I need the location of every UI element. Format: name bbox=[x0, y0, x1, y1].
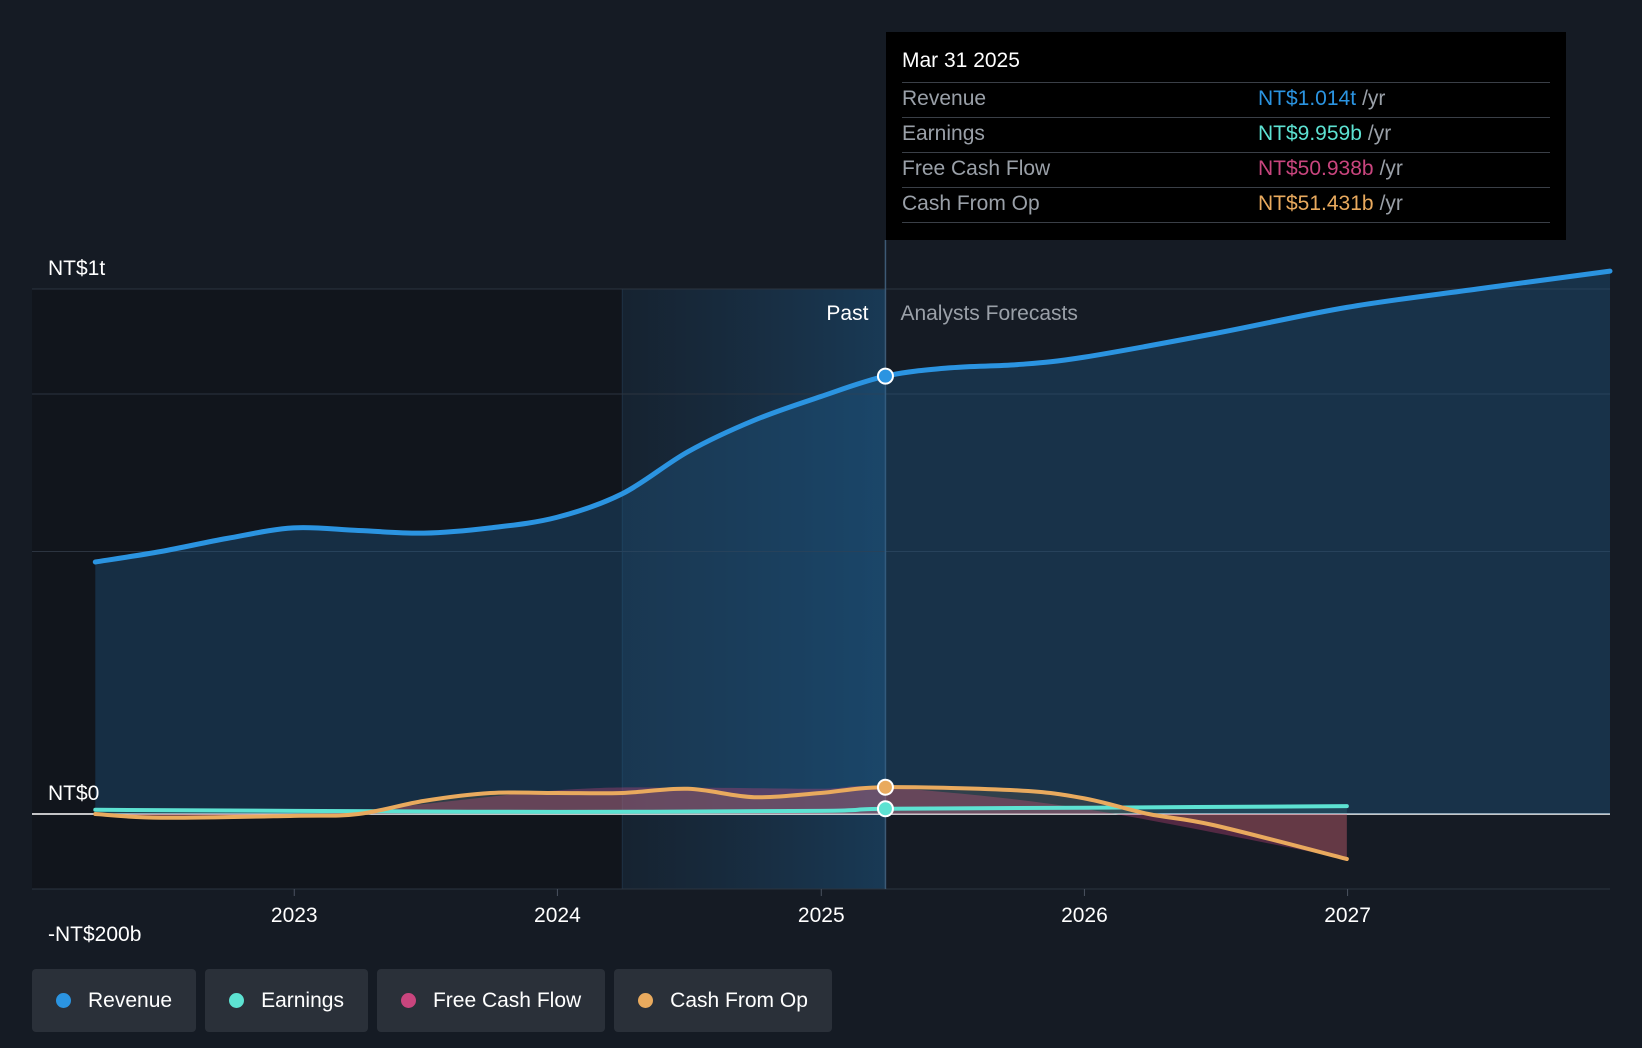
earnings-dot-icon bbox=[229, 993, 245, 1008]
x-tick-label: 2026 bbox=[1061, 904, 1108, 927]
tooltip-value: NT$1.014t bbox=[1258, 87, 1357, 110]
cash-from-op-marker bbox=[876, 778, 894, 796]
earnings-line bbox=[93, 804, 1349, 814]
x-tick-label: 2024 bbox=[534, 904, 581, 927]
free-cash-flow-area bbox=[95, 786, 1347, 859]
cash-from-op-line bbox=[93, 785, 1349, 861]
tooltip-label: Earnings bbox=[902, 122, 985, 145]
legend-item-revenue[interactable]: Revenue bbox=[32, 969, 197, 1032]
legend-item-free-cash-flow[interactable]: Free Cash Flow bbox=[376, 969, 606, 1032]
legend-item-earnings[interactable]: Earnings bbox=[205, 969, 368, 1032]
tooltip-row-earnings: Earnings NT$9.959b /yr bbox=[902, 117, 1550, 152]
past-label: Past bbox=[826, 302, 868, 325]
tooltip-row-free-cash-flow: Free Cash Flow NT$50.938b /yr bbox=[902, 152, 1550, 187]
tooltip: Mar 31 2025 Revenue NT$1.014t /yr Earnin… bbox=[886, 32, 1566, 240]
tooltip-row-revenue: Revenue NT$1.014t /yr bbox=[902, 82, 1550, 117]
x-tick-label: 2023 bbox=[271, 904, 318, 927]
tooltip-unit: /yr bbox=[1379, 192, 1403, 215]
legend-item-cash-from-op[interactable]: Cash From Op bbox=[614, 969, 832, 1032]
forecast-label: Analysts Forecasts bbox=[900, 302, 1077, 325]
tooltip-value: NT$50.938b bbox=[1258, 157, 1374, 180]
revenue-line bbox=[92, 268, 1613, 565]
tooltip-date: Mar 31 2025 bbox=[902, 49, 1020, 72]
free-cash-flow-dot-icon bbox=[400, 993, 416, 1008]
revenue-earnings-chart: NT$1t NT$0 -NT$200b 2023 2024 2025 2026 2027 Pas… bbox=[32, 240, 1613, 946]
x-tick-label: 2025 bbox=[798, 904, 845, 927]
earnings-marker bbox=[876, 800, 894, 818]
legend-label: Earnings bbox=[261, 988, 344, 1012]
legend-label: Cash From Op bbox=[670, 988, 808, 1012]
tooltip-label: Cash From Op bbox=[902, 192, 1040, 215]
legend: Revenue Earnings Free Cash Flow Cash Fro… bbox=[32, 969, 832, 1032]
tooltip-row-cash-from-op: Cash From Op NT$51.431b /yr bbox=[902, 187, 1550, 223]
tooltip-value: NT$51.431b bbox=[1258, 192, 1374, 215]
revenue-dot-icon bbox=[56, 993, 71, 1008]
tooltip-label: Free Cash Flow bbox=[902, 157, 1051, 180]
tooltip-label: Revenue bbox=[902, 87, 987, 110]
legend-label: Revenue bbox=[88, 988, 173, 1012]
revenue-area bbox=[95, 271, 1610, 814]
x-tick-label: 2027 bbox=[1324, 904, 1371, 927]
past-region bbox=[32, 289, 623, 889]
tooltip-unit: /yr bbox=[1362, 87, 1386, 110]
tooltip-value: NT$9.959b bbox=[1258, 122, 1362, 145]
tooltip-unit: /yr bbox=[1379, 157, 1403, 180]
tooltip-unit: /yr bbox=[1367, 122, 1392, 145]
cash-from-op-dot-icon bbox=[638, 993, 654, 1008]
revenue-marker bbox=[876, 367, 894, 385]
y-tick-label: -NT$200b bbox=[48, 923, 141, 946]
y-tick-label: NT$1t bbox=[48, 257, 105, 280]
legend-label: Free Cash Flow bbox=[432, 988, 582, 1012]
y-tick-label: NT$0 bbox=[48, 782, 99, 805]
